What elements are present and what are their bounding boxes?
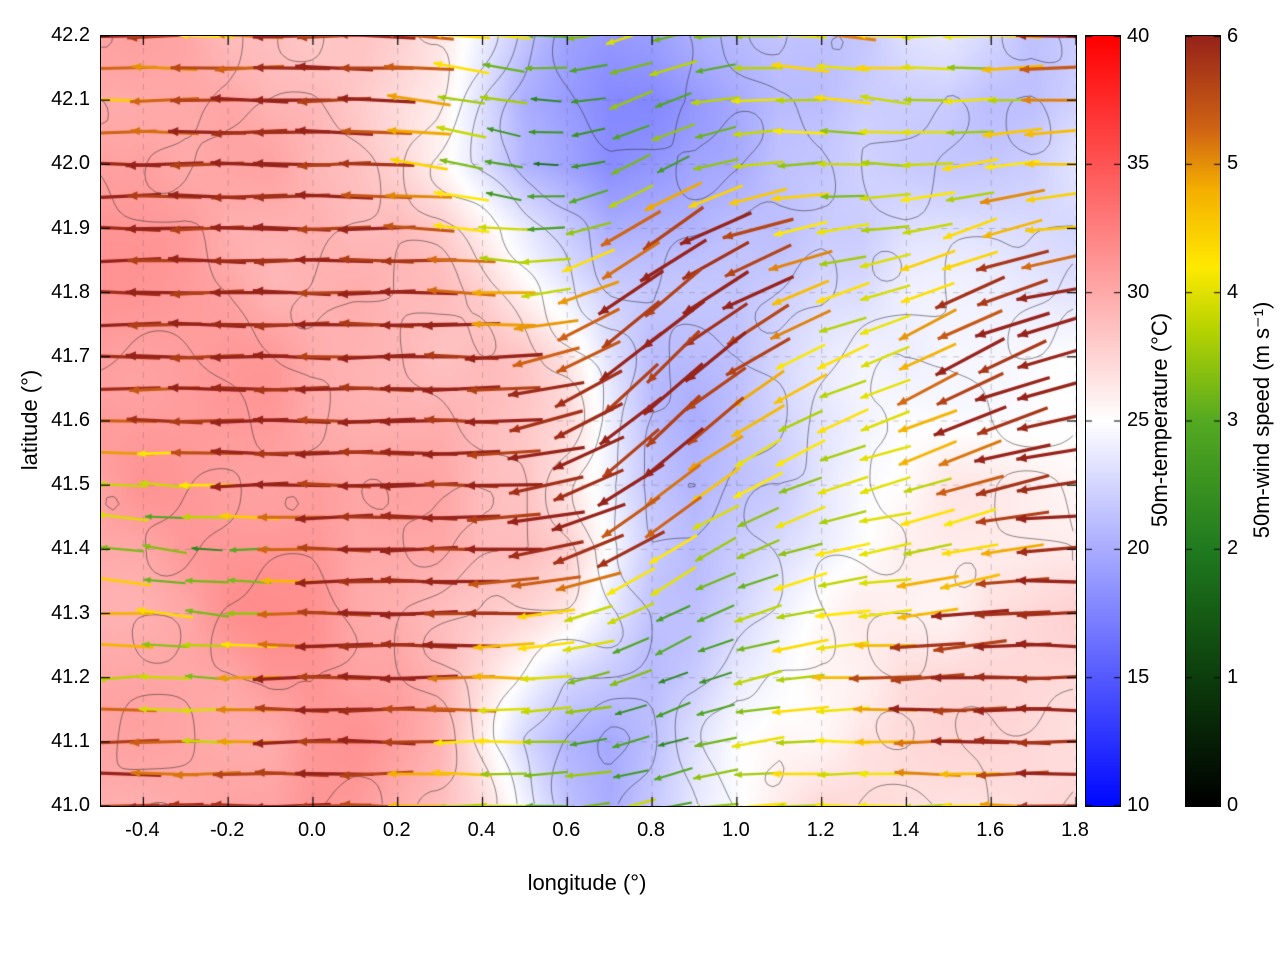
x-tick-label: 0.4 bbox=[467, 819, 496, 841]
wind-speed-colorbar-tick-label: 2 bbox=[1227, 537, 1239, 560]
wind-speed-colorbar-tick-label: 0 bbox=[1227, 793, 1239, 816]
y-axis-label: latitude (°) bbox=[17, 369, 42, 471]
x-tick-label: 1.2 bbox=[806, 819, 835, 841]
temperature-colorbar-tick-label: 15 bbox=[1127, 665, 1150, 688]
wind-speed-colorbar-gradient bbox=[1186, 36, 1220, 806]
temperature-colorbar bbox=[1085, 35, 1121, 807]
x-tick-label: 0.0 bbox=[298, 819, 326, 841]
y-tick-label: 41.2 bbox=[51, 665, 90, 688]
wind-speed-colorbar-tick-label: 6 bbox=[1227, 24, 1239, 47]
temperature-colorbar-tick-label: 25 bbox=[1127, 409, 1150, 431]
x-tick-label: -0.4 bbox=[125, 819, 160, 841]
x-tick-label: 1.4 bbox=[891, 819, 920, 841]
x-tick-label: 1.0 bbox=[721, 819, 750, 841]
temperature-colorbar-gradient bbox=[1086, 36, 1120, 806]
wind-speed-colorbar-label: 50m-wind speed (m s⁻¹) bbox=[1249, 301, 1274, 539]
x-tick-label: -0.2 bbox=[209, 819, 245, 841]
y-tick-label: 42.0 bbox=[51, 152, 90, 175]
plot-area bbox=[100, 35, 1077, 807]
y-tick-label: 41.8 bbox=[51, 280, 90, 303]
y-tick-label: 42.1 bbox=[51, 88, 90, 111]
wind-speed-colorbar-tick-label: 5 bbox=[1227, 152, 1239, 175]
x-tick-label: 1.8 bbox=[1061, 819, 1089, 841]
y-tick-label: 41.5 bbox=[51, 473, 90, 496]
y-tick-label: 41.4 bbox=[51, 537, 90, 560]
y-tick-label: 41.0 bbox=[51, 794, 90, 816]
x-tick-label: 0.2 bbox=[382, 819, 411, 841]
y-tick-label: 41.6 bbox=[51, 409, 90, 431]
wind-vectors-canvas bbox=[101, 36, 1076, 806]
y-tick-label: 41.3 bbox=[51, 601, 90, 624]
x-tick-label: 0.8 bbox=[637, 819, 665, 841]
wind-speed-colorbar-tick-label: 4 bbox=[1227, 280, 1239, 303]
y-tick-label: 41.9 bbox=[51, 216, 90, 239]
temperature-colorbar-tick-label: 30 bbox=[1127, 280, 1150, 303]
x-axis-label: longitude (°) bbox=[527, 870, 647, 895]
wind-speed-colorbar-tick-label: 3 bbox=[1227, 409, 1239, 431]
y-tick-label: 41.1 bbox=[51, 729, 90, 752]
x-tick-label: 0.6 bbox=[552, 819, 581, 841]
wind-speed-colorbar-tick-label: 1 bbox=[1227, 665, 1239, 688]
temperature-colorbar-tick-label: 35 bbox=[1127, 152, 1150, 175]
y-tick-label: 41.7 bbox=[51, 344, 90, 367]
temperature-colorbar-tick-label: 20 bbox=[1127, 537, 1150, 560]
temperature-colorbar-tick-label: 10 bbox=[1127, 793, 1150, 816]
x-tick-label: 1.6 bbox=[976, 819, 1005, 841]
wind-speed-colorbar bbox=[1185, 35, 1221, 807]
y-tick-label: 42.2 bbox=[51, 24, 90, 46]
temperature-colorbar-label: 50m-temperature (°C) bbox=[1147, 312, 1172, 528]
temperature-colorbar-tick-label: 40 bbox=[1127, 24, 1150, 47]
